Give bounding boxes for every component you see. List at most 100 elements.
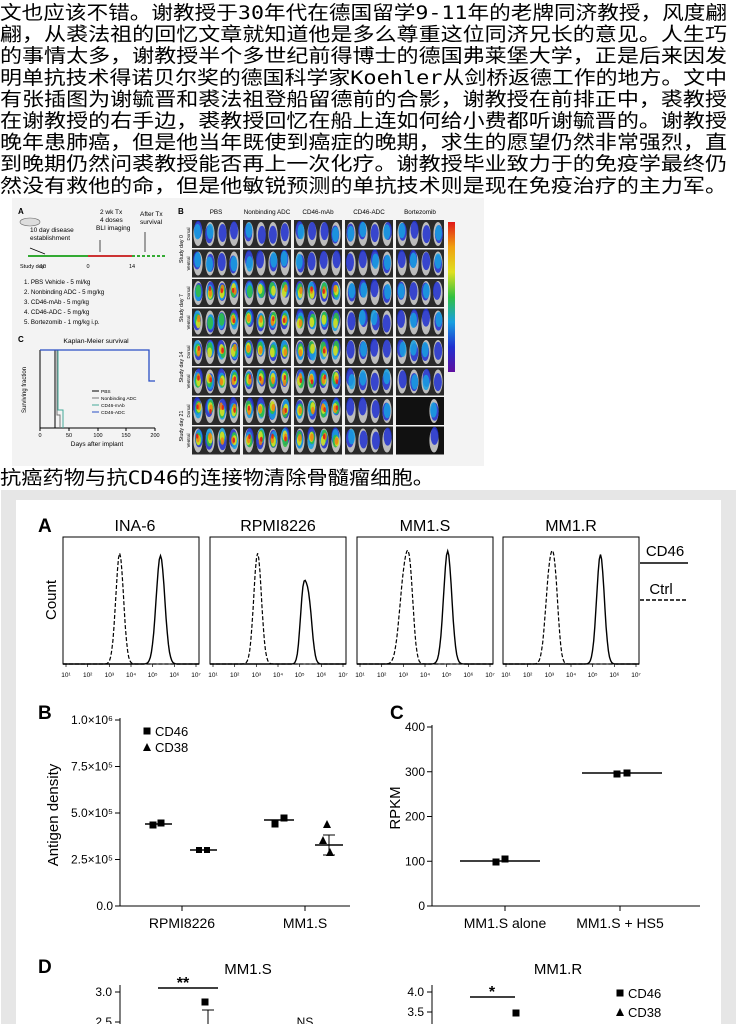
signal — [218, 223, 227, 242]
signal — [322, 288, 325, 294]
signal — [398, 370, 407, 389]
signal — [311, 406, 315, 415]
signal — [207, 347, 212, 358]
column-header: PBS — [210, 209, 223, 216]
y-tick-label: 2.5 — [95, 1015, 112, 1024]
paragraph-line: 晚年患肺癌，但是他当年既使到癌症的晚期，求生的愿望仍然非常强烈，直 — [0, 132, 727, 154]
y-tick-label: 4.0 — [407, 985, 424, 999]
signal — [221, 404, 225, 410]
signal — [268, 225, 277, 244]
y-tick-label: 300 — [405, 765, 425, 779]
signal — [283, 284, 288, 292]
signal — [246, 344, 251, 353]
view-label: Ventral — [186, 315, 191, 329]
signal — [220, 437, 225, 445]
x-tick-label: 10¹ — [501, 672, 511, 679]
signal — [247, 405, 251, 411]
km-xtick: 150 — [121, 433, 130, 439]
x-tick-label: 10² — [377, 672, 387, 679]
signal — [422, 283, 430, 299]
treatment-item: 3. CD46-mAb - 5 mg/kg — [24, 299, 90, 306]
signal — [195, 284, 202, 298]
x-tick-label: 10¹ — [61, 672, 71, 679]
signal — [248, 377, 252, 385]
legend-label: CD46 — [628, 986, 661, 1001]
signal — [435, 311, 443, 328]
y-tick-label: 7.5×10⁵ — [71, 760, 113, 774]
signal — [321, 314, 327, 325]
signal — [298, 349, 303, 357]
view-label: Ventral — [186, 433, 191, 447]
study-day: Study day: — [20, 264, 46, 270]
signal — [322, 348, 326, 354]
legend-label: CD46 — [155, 724, 188, 739]
marker-square — [143, 727, 151, 735]
signal — [320, 222, 329, 241]
view-label: Dorsal — [186, 227, 191, 240]
signal — [257, 225, 266, 244]
signal — [258, 375, 262, 381]
signal — [258, 405, 263, 414]
view-label: Dorsal — [186, 404, 191, 417]
panel-label: A — [38, 516, 52, 537]
marker-square — [271, 820, 279, 828]
paragraph-line: 在谢教授的右手边，裘教授回忆在船上连如何给小费都听谢毓晋的。谢教授 — [0, 110, 727, 132]
signal — [397, 249, 406, 268]
x-tick-label: 10⁷ — [631, 672, 641, 679]
marker-triangle — [319, 836, 327, 844]
legend-label: CD38 — [155, 740, 188, 755]
panel-label: C — [18, 335, 24, 344]
figure-2-panel — [16, 500, 721, 1024]
panel-label: B — [38, 703, 52, 724]
paragraph-line: 文也应该不错。谢教授于30年代在德国留学9-11年的老牌同济教授，风度翩 — [0, 2, 727, 24]
timeline-arrow — [29, 247, 46, 255]
signal — [348, 374, 356, 390]
signal — [299, 378, 303, 384]
signal — [421, 341, 429, 358]
x-tick-label: 10⁶ — [169, 672, 179, 679]
signal — [430, 402, 437, 418]
paragraph-line: 翩，从裘法祖的回忆文章就知道他是多么尊重这位同济兄长的意见。人生巧 — [0, 24, 727, 46]
marker-triangle — [326, 848, 334, 856]
y-tick-label: 1.0×10⁶ — [71, 713, 113, 727]
km-legend: CD46-ADC — [101, 410, 126, 416]
x-tick-label: 10⁴ — [126, 672, 136, 679]
signal — [347, 225, 355, 242]
signal — [209, 408, 212, 414]
signal — [358, 397, 367, 416]
x-tick-label: 10⁶ — [609, 672, 619, 679]
signal — [397, 283, 405, 299]
timeline-text: BLI imaging — [96, 225, 131, 232]
km-xtick: 100 — [93, 433, 102, 439]
signal — [332, 250, 341, 269]
row-label: Study day 14 — [179, 351, 185, 382]
signal — [206, 256, 213, 272]
marker-square — [492, 858, 500, 866]
signal — [283, 375, 287, 381]
signal — [434, 253, 442, 269]
signal — [259, 315, 263, 323]
km-legend: Nonbinding ADC — [101, 396, 137, 402]
x-tick-label: 10³ — [252, 672, 262, 679]
signal — [359, 370, 367, 386]
row-label: Study day 21 — [179, 410, 185, 441]
signal — [248, 374, 252, 380]
y-tick-label: 200 — [405, 810, 425, 824]
signal — [371, 400, 380, 419]
signal — [409, 282, 418, 301]
signal — [310, 286, 313, 292]
signal — [194, 223, 201, 240]
marker-square — [613, 770, 621, 778]
signal — [410, 220, 419, 239]
x-tick-label: 10⁴ — [420, 672, 430, 679]
legend-label: CD46 — [646, 543, 684, 560]
x-tick-label: RPMI8226 — [149, 915, 215, 931]
y-tick-label: 0.0 — [96, 899, 113, 913]
caption: 抗癌药物与抗CD46的连接物清除骨髓瘤细胞。 — [0, 467, 434, 489]
y-axis-label: RPKM — [387, 786, 404, 829]
signal — [333, 345, 338, 356]
x-tick-label: 10³ — [545, 672, 555, 679]
x-tick-label: 10³ — [399, 672, 409, 679]
x-tick-label: 10⁷ — [191, 672, 201, 679]
